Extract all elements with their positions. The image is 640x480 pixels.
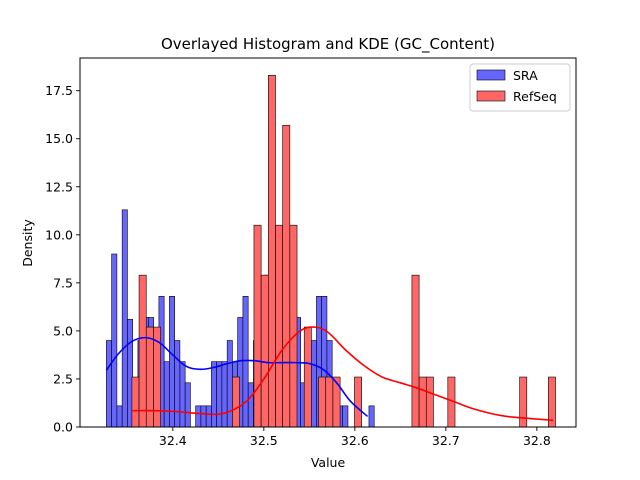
x-tick-label: 32.7	[432, 433, 460, 448]
plot-frame	[79, 57, 577, 428]
bar-sra-17	[195, 405, 202, 428]
kde-line-refseq	[131, 326, 554, 422]
y-tick-label: 17.5	[45, 83, 73, 98]
bar-sra-19	[205, 405, 212, 428]
bar-refseq-24	[303, 326, 312, 428]
y-tick-label: 10.0	[45, 227, 73, 242]
y-tick-label: 15.0	[45, 131, 73, 146]
x-tick-label: 32.5	[250, 433, 278, 448]
bar-refseq-26	[318, 376, 327, 428]
bar-refseq-2	[145, 326, 154, 428]
x-axis: 32.4 32.5 32.6 32.7 32.8	[159, 427, 551, 448]
bar-sra-45	[342, 405, 349, 428]
bar-refseq-41	[425, 376, 434, 428]
y-tick-label: 2.5	[53, 371, 73, 386]
bar-refseq-18	[260, 274, 269, 428]
bar-refseq-40	[418, 376, 427, 428]
bar-refseq-0	[131, 376, 140, 428]
bar-refseq-54	[519, 376, 528, 428]
bar-sra-39	[310, 340, 317, 428]
bar-sra-21	[216, 361, 223, 428]
y-tick-label: 7.5	[53, 275, 73, 290]
bar-sra-12	[169, 296, 175, 428]
bar-sra-50	[368, 405, 375, 428]
x-tick-label: 32.8	[523, 433, 551, 448]
y-tick-label: 5.0	[53, 323, 73, 338]
bar-sra-22	[221, 361, 228, 428]
bar-sra-11	[163, 361, 170, 428]
kde-line-sra	[105, 336, 369, 418]
bar-sra-3	[121, 209, 128, 428]
bar-sra-23	[226, 340, 233, 428]
bar-sra-18	[200, 405, 207, 428]
bar-sra-2	[116, 405, 123, 428]
bar-refseq-1	[138, 274, 147, 428]
kde-layer	[105, 326, 554, 422]
bar-refseq-19	[268, 75, 276, 428]
legend-label-sra: SRA	[513, 68, 538, 83]
bar-sra-20	[211, 361, 217, 428]
y-tick-label: 0.0	[53, 420, 73, 435]
bar-sra-15	[184, 382, 191, 428]
bar-refseq-17	[253, 224, 262, 428]
bar-refseq-22	[289, 224, 298, 428]
legend-swatch-refseq	[476, 90, 506, 102]
bar-refseq-39	[411, 274, 420, 428]
bar-refseq-31	[354, 376, 362, 428]
bar-sra-13	[174, 340, 181, 428]
bar-sra-1	[111, 253, 118, 428]
bar-sra-27	[247, 382, 254, 428]
y-axis: 0.0 2.5 5.0 7.5 10.0 12.5 15.0 17.5	[45, 83, 80, 435]
bar-refseq-20	[275, 224, 283, 428]
x-tick-label: 32.6	[341, 433, 369, 448]
bar-refseq-14	[232, 376, 240, 428]
bar-sra-26	[242, 296, 249, 428]
y-tick-label: 12.5	[45, 179, 73, 194]
bars-layer	[106, 75, 556, 428]
x-tick-label: 32.4	[159, 433, 187, 448]
bar-refseq-21	[282, 124, 291, 428]
y-axis-label: Density	[20, 219, 35, 267]
legend: SRA RefSeq	[469, 63, 571, 112]
legend-label-refseq: RefSeq	[513, 89, 557, 104]
legend-swatch-sra	[476, 69, 506, 81]
chart-title: Overlayed Histogram and KDE (GC_Content)	[161, 35, 495, 54]
bar-sra-14	[179, 361, 186, 428]
bar-sra-0	[106, 340, 112, 428]
x-axis-label: Value	[311, 455, 346, 470]
bar-refseq-27	[325, 376, 334, 428]
